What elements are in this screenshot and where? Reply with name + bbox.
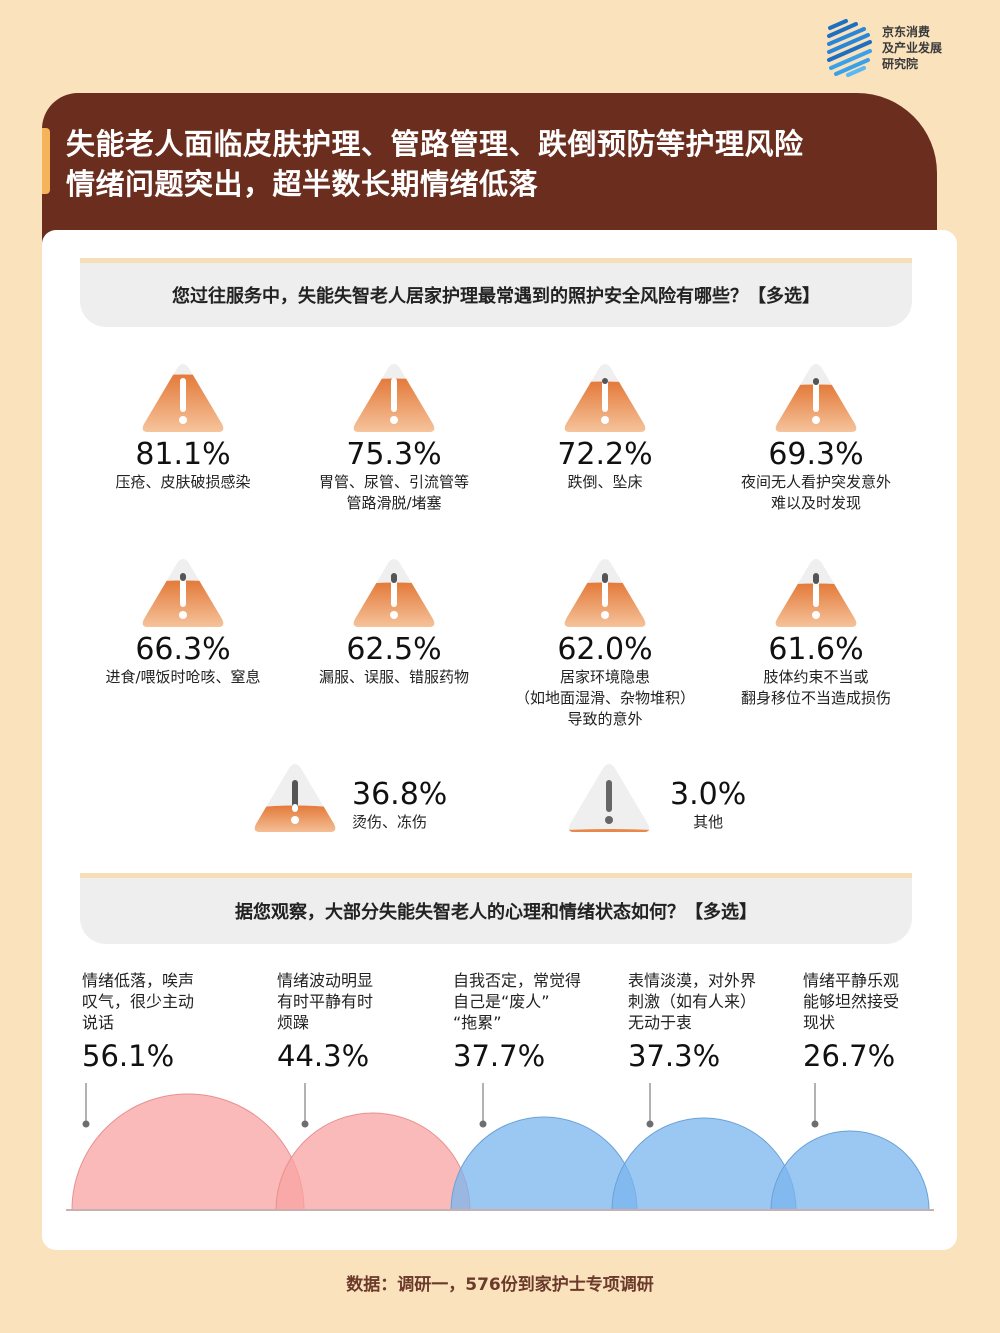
header-band	[42, 93, 937, 253]
risk-label: 导致的意外	[567, 710, 643, 728]
question-bar-emotions: 据您观察，大部分失能失智老人的心理和情绪状态如何？【多选】	[80, 873, 912, 944]
emotion-label: 叹气，很少主动	[82, 992, 195, 1011]
risk-percentage: 61.6%	[768, 632, 864, 667]
risk-item: 62.0% 居家环境隐患 （如地面湿滑、杂物堆积） 导致的意外	[500, 555, 710, 730]
emotion-label: 自己是“废人”	[453, 992, 550, 1011]
risk-item: 62.5% 漏服、误服、错服药物	[289, 555, 499, 688]
risk-item: 69.3% 夜间无人看护突发意外 难以及时发现	[711, 360, 921, 514]
semicircle-44-3	[275, 1112, 471, 1211]
warning-triangle-icon	[564, 364, 646, 432]
emotion-label: 能够坦然接受	[803, 992, 900, 1011]
risk-percentage: 69.3%	[768, 437, 864, 472]
emotion-item: 情绪低落，唉声 叹气，很少主动 说话 56.1%	[82, 970, 242, 1073]
risk-item: 66.3% 进食/喂饭时呛咳、窒息	[78, 555, 288, 688]
risk-label: 压疮、皮肤破损感染	[115, 473, 251, 491]
logo-line: 及产业发展	[882, 41, 943, 55]
emotion-label: 说话	[82, 1013, 115, 1032]
semicircle-37-3	[611, 1117, 797, 1211]
emotion-percentage: 37.7%	[453, 1039, 546, 1073]
warning-triangle-icon	[142, 364, 224, 432]
warning-triangle-icon	[353, 559, 435, 627]
semicircle-37-7	[450, 1116, 638, 1211]
risk-percentage: 72.2%	[557, 437, 653, 472]
risk-item: 75.3% 胃管、尿管、引流管等 管路滑脱/堵塞	[289, 360, 499, 514]
risk-label: 漏服、误服、错服药物	[318, 668, 469, 686]
emotion-label: 情绪波动明显	[277, 971, 374, 990]
risk-label: 跌倒、坠床	[567, 473, 643, 491]
emotion-item: 情绪波动明显 有时平静有时 烦躁 44.3%	[277, 970, 437, 1073]
emotion-label: 烦躁	[277, 1013, 310, 1032]
risk-item: 81.1% 压疮、皮肤破损感染	[78, 360, 288, 493]
header-accent-bar	[42, 128, 50, 194]
emotion-label: 自我否定，常觉得	[453, 971, 582, 990]
emotion-item: 表情淡漠，对外界 刺激（如有人来） 无动于衷 37.3%	[628, 970, 788, 1073]
risk-percentage: 62.5%	[346, 632, 442, 667]
logo-text: 京东消费 及产业发展 研究院	[882, 24, 942, 72]
question-text: 据您观察，大部分失能失智老人的心理和情绪状态如何？【多选】	[235, 902, 757, 923]
logo-stripes-icon	[827, 19, 872, 77]
emotion-label: 情绪低落，唉声	[82, 971, 195, 990]
title-line-2: 情绪问题突出，超半数长期情绪低落	[66, 167, 539, 201]
risk-label: 其他	[693, 813, 724, 831]
risk-item: 61.6% 肢体约束不当或 翻身移位不当造成损伤	[711, 555, 921, 709]
semicircle-26-7	[770, 1130, 930, 1211]
semicircle-56-1	[71, 1093, 305, 1211]
risk-label: 翻身移位不当造成损伤	[740, 689, 891, 707]
question-text: 您过往服务中，失能失智老人居家护理最常遇到的照护安全风险有哪些？【多选】	[172, 286, 820, 307]
emotion-item: 自我否定，常觉得 自己是“废人” “拖累” 37.7%	[453, 970, 613, 1073]
emotion-label: 无动于衷	[628, 1013, 693, 1032]
warning-triangle-icon	[775, 559, 857, 627]
page-title: 失能老人面临皮肤护理、管路管理、跌倒预防等护理风险 情绪问题突出，超半数长期情绪…	[66, 124, 804, 204]
emotion-percentage: 26.7%	[803, 1039, 896, 1073]
data-source: 数据：调研一，576份到家护士专项调研	[346, 1275, 654, 1295]
emotion-label: 刺激（如有人来）	[628, 992, 757, 1011]
emotion-label: 情绪平静乐观	[803, 971, 900, 990]
risk-label: 烫伤、冻伤	[352, 813, 428, 831]
risk-percentage: 36.8%	[352, 777, 448, 812]
emotion-label: 有时平静有时	[277, 992, 374, 1011]
risk-label: 夜间无人看护突发意外	[740, 473, 891, 491]
risk-percentage: 62.0%	[557, 632, 653, 667]
warning-triangle-icon	[775, 364, 857, 432]
risk-label: 肢体约束不当或	[763, 668, 869, 686]
risk-percentage: 75.3%	[346, 437, 442, 472]
risk-item: 72.2% 跌倒、坠床	[500, 360, 710, 493]
risk-percentage: 66.3%	[135, 632, 231, 667]
question-bar-risks: 您过往服务中，失能失智老人居家护理最常遇到的照护安全风险有哪些？【多选】	[80, 258, 912, 327]
warning-triangle-icon	[564, 559, 646, 627]
warning-triangle-icon	[353, 364, 435, 432]
emotion-label: 现状	[803, 1013, 836, 1032]
emotion-percentage: 44.3%	[277, 1039, 370, 1073]
risk-label: 管路滑脱/堵塞	[346, 494, 442, 512]
logo-line: 京东消费	[882, 25, 931, 39]
risk-label: 胃管、尿管、引流管等	[318, 473, 469, 491]
emotion-item: 情绪平静乐观 能够坦然接受 现状 26.7%	[803, 970, 963, 1073]
leader-lines	[85, 1083, 816, 1124]
risk-label: （如地面湿滑、杂物堆积）	[514, 689, 695, 707]
risk-percentage: 81.1%	[135, 437, 231, 472]
risk-label: 进食/喂饭时呛咳、窒息	[105, 668, 261, 686]
logo-line: 研究院	[882, 57, 919, 71]
risk-label: 居家环境隐患	[559, 668, 650, 686]
emotion-percentage: 37.3%	[628, 1039, 721, 1073]
semicircles	[71, 1093, 930, 1211]
warning-triangle-icon	[568, 764, 650, 832]
emotion-label: “拖累”	[453, 1013, 502, 1032]
emotion-label: 表情淡漠，对外界	[628, 971, 757, 990]
emotion-percentage: 56.1%	[82, 1039, 175, 1073]
warning-triangle-icon	[142, 559, 224, 627]
logo: 京东消费 及产业发展 研究院	[826, 18, 986, 78]
title-line-1: 失能老人面临皮肤护理、管路管理、跌倒预防等护理风险	[66, 127, 804, 161]
risk-percentage: 3.0%	[670, 777, 747, 812]
warning-triangle-icon	[254, 764, 336, 832]
risk-label: 难以及时发现	[770, 494, 861, 512]
